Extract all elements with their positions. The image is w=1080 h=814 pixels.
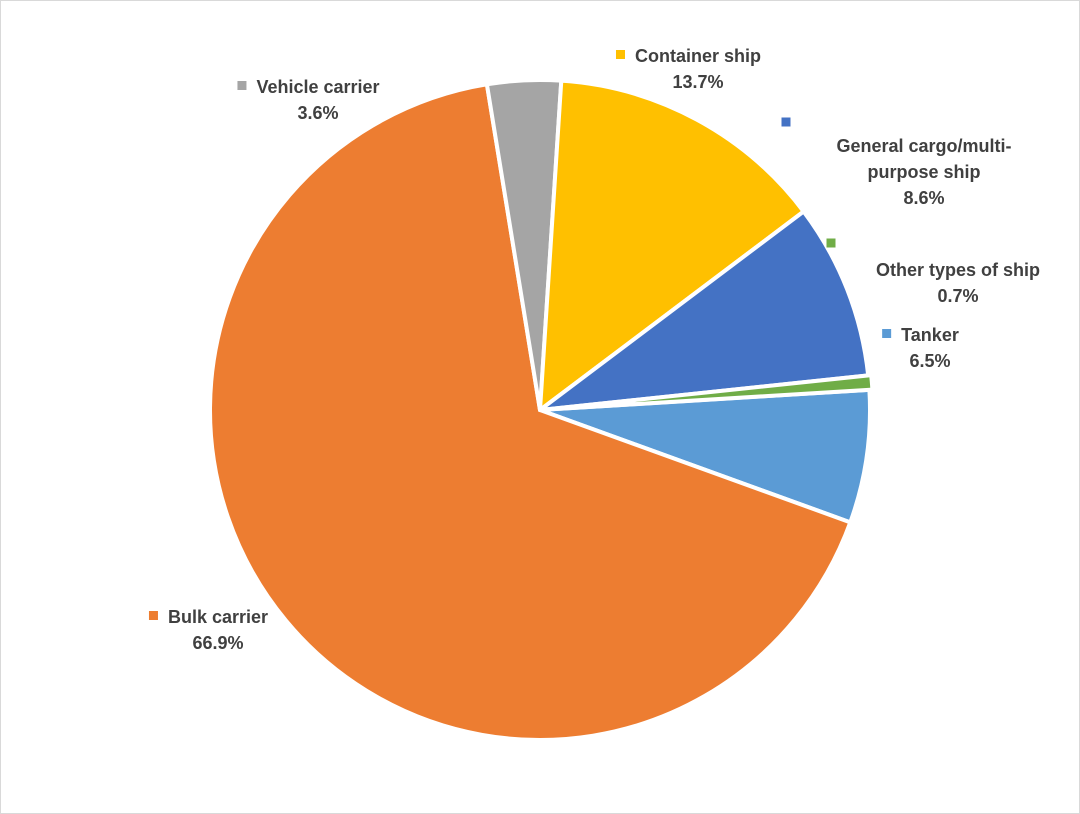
pie-slice-container-ship [538, 78, 806, 412]
slice-name: General cargo/multi- [836, 136, 1011, 156]
pie-slice-tanker [538, 387, 872, 525]
slice-label-bulk-carrier: Bulk carrier 66.9% [148, 607, 268, 653]
slice-name: Other types of ship [876, 260, 1040, 280]
slice-percent: 8.6% [903, 188, 944, 208]
slice-percent: 13.7% [672, 72, 723, 92]
slice-percent: 6.5% [909, 351, 950, 371]
legend-marker [781, 117, 791, 127]
legend-marker [148, 611, 158, 620]
slice-name: Container ship [635, 46, 761, 66]
slice-name: Tanker [901, 325, 959, 345]
slice-name: Vehicle carrier [256, 77, 379, 97]
labels-layer: Tanker 6.5% Bulk carrier 66.9% Vehicle carri… [148, 46, 1040, 653]
slice-name: Bulk carrier [168, 607, 268, 627]
legend-marker [882, 329, 892, 338]
slice-percent: 3.6% [297, 103, 338, 123]
pie-slice-bulk-carrier [208, 82, 853, 742]
slice-label-general-cargo-multi-purpose-ship: General cargo/multi-purpose ship 8.6% [781, 117, 1012, 208]
legend-marker [615, 50, 625, 59]
slice-label-other-types-of-ship: Other types of ship 0.7% [826, 238, 1040, 306]
slice-label-tanker: Tanker 6.5% [882, 325, 959, 371]
slice-percent: 66.9% [192, 633, 243, 653]
slice-label-vehicle-carrier: Vehicle carrier 3.6% [237, 77, 380, 123]
legend-marker [237, 81, 247, 90]
legend-marker [826, 238, 836, 248]
pie-slice-other-types-of-ship [540, 373, 875, 412]
pie-slice-general-cargo-multi-purpose-ship [538, 209, 871, 412]
slice-label-container-ship: Container ship 13.7% [615, 46, 761, 92]
slices-layer [208, 78, 875, 742]
slice-percent: 0.7% [937, 286, 978, 306]
slice-name: purpose ship [867, 162, 980, 182]
